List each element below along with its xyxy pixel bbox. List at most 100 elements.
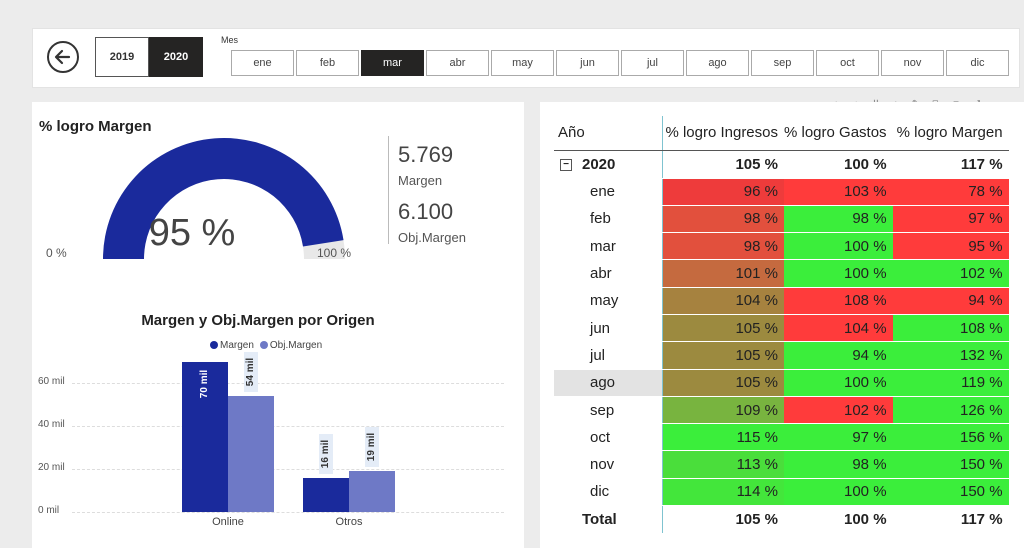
y-tick-label: 20 mil xyxy=(38,462,65,474)
back-arrow-icon[interactable] xyxy=(47,41,79,73)
bar-otros-obj-margen[interactable] xyxy=(349,471,395,512)
row-header-sep[interactable]: sep xyxy=(554,396,663,425)
row-header-jul[interactable]: jul xyxy=(554,341,663,370)
x-category-label: Online xyxy=(212,516,244,528)
year-value-cell: 105 % xyxy=(662,150,784,179)
value-cell: 114 % xyxy=(662,478,784,507)
value-cell: 103 % xyxy=(784,178,893,206)
row-header-mar[interactable]: mar xyxy=(554,232,663,261)
legend-item-obj-margen[interactable]: Obj.Margen xyxy=(259,340,323,351)
row-header-nov[interactable]: nov xyxy=(554,450,663,479)
bar-chart-title: Margen y Obj.Margen por Origen xyxy=(141,312,375,329)
gauge-chart xyxy=(103,138,345,259)
value-cell: 104 % xyxy=(784,314,893,343)
month-button-jul[interactable]: jul xyxy=(621,50,684,76)
value-cell: 102 % xyxy=(784,396,893,425)
matrix-month-row: sep 109 % 102 % 126 % xyxy=(554,396,1009,425)
month-button-jun[interactable]: jun xyxy=(556,50,619,76)
collapse-icon[interactable]: − xyxy=(560,158,572,171)
bar-data-label: 16 mil xyxy=(319,433,333,474)
legend-dot xyxy=(259,341,268,350)
row-header-oct[interactable]: oct xyxy=(554,423,663,452)
value-cell: 78 % xyxy=(892,178,1009,206)
matrix-month-row: abr 101 % 100 % 102 % xyxy=(554,259,1009,288)
legend-dot xyxy=(210,341,218,350)
month-button-feb[interactable]: feb xyxy=(296,50,359,76)
month-button-dic[interactable]: dic xyxy=(946,50,1009,76)
value-cell: 108 % xyxy=(784,287,893,315)
value-cell: 115 % xyxy=(662,423,784,452)
matrix-header-margen[interactable]: % logro Margen xyxy=(892,116,1009,151)
row-header-2020[interactable]: −2020 xyxy=(554,150,663,179)
year-button-2020[interactable]: 2020 xyxy=(149,37,203,77)
value-cell: 105 % xyxy=(662,369,784,397)
value-cell: 95 % xyxy=(892,232,1009,261)
kpi-margen-value: 5.769 xyxy=(398,142,454,167)
logro-matrix: Año % logro Ingresos % logro Gastos % lo… xyxy=(554,116,1009,535)
kpi-divider xyxy=(388,136,389,244)
row-header-jun[interactable]: jun xyxy=(554,314,663,343)
value-cell: 109 % xyxy=(662,396,784,425)
month-button-ene[interactable]: ene xyxy=(231,50,294,76)
month-button-nov[interactable]: nov xyxy=(881,50,944,76)
x-category-label: Otros xyxy=(335,516,363,528)
month-button-oct[interactable]: oct xyxy=(816,50,879,76)
bar-otros-margen[interactable] xyxy=(303,477,349,512)
row-header-abr[interactable]: abr xyxy=(554,259,663,288)
value-cell: 132 % xyxy=(892,341,1009,370)
value-cell: 94 % xyxy=(784,341,893,370)
matrix-month-row: feb 98 % 98 % 97 % xyxy=(554,205,1009,234)
row-header-dic[interactable]: dic xyxy=(554,478,663,507)
month-button-mar[interactable]: mar xyxy=(361,50,424,76)
gridline xyxy=(72,383,504,385)
y-tick-label: 60 mil xyxy=(38,376,65,388)
legend-label: Obj.Margen xyxy=(269,340,323,351)
matrix-month-row: dic 114 % 100 % 150 % xyxy=(554,478,1009,507)
gauge-value: 95 % xyxy=(148,212,236,254)
kpi-margen-label: Margen xyxy=(398,173,443,188)
month-button-ago[interactable]: ago xyxy=(686,50,749,76)
bar-online-obj-margen[interactable] xyxy=(228,396,274,512)
matrix-header-row: Año % logro Ingresos % logro Gastos % lo… xyxy=(554,116,1009,151)
value-cell: 150 % xyxy=(892,478,1009,507)
month-button-may[interactable]: may xyxy=(491,50,554,76)
value-cell: 113 % xyxy=(662,450,784,479)
matrix-total-row: Total 105 % 100 % 117 % xyxy=(554,505,1009,535)
value-cell: 156 % xyxy=(892,423,1009,452)
matrix-month-row: may 104 % 108 % 94 % xyxy=(554,287,1009,315)
value-cell: 98 % xyxy=(662,232,784,261)
matrix-month-row: jul 105 % 94 % 132 % xyxy=(554,341,1009,370)
value-cell: 108 % xyxy=(892,314,1009,343)
matrix-month-row: nov 113 % 98 % 150 % xyxy=(554,450,1009,479)
matrix-header-gastos[interactable]: % logro Gastos xyxy=(784,116,893,151)
month-button-abr[interactable]: abr xyxy=(426,50,489,76)
matrix-month-row: oct 115 % 97 % 156 % xyxy=(554,423,1009,452)
matrix-header-ingresos[interactable]: % logro Ingresos xyxy=(662,116,784,151)
gridline xyxy=(72,512,504,513)
year-label: 2020 xyxy=(582,155,616,173)
row-header-ene[interactable]: ene xyxy=(554,178,663,206)
month-button-sep[interactable]: sep xyxy=(751,50,814,76)
gauge-fill xyxy=(103,138,344,259)
row-header-ago[interactable]: ago xyxy=(554,369,663,397)
bar-data-label: 54 mil xyxy=(244,352,258,393)
kpi-obj-value: 6.100 xyxy=(398,199,454,224)
value-cell: 101 % xyxy=(662,259,784,288)
filter-bar: 2019 2020 Mes ene feb mar abr may jun jul ago se… xyxy=(32,28,1020,88)
row-header-feb[interactable]: feb xyxy=(554,205,663,234)
row-header-may[interactable]: may xyxy=(554,287,663,315)
value-cell: 126 % xyxy=(892,396,1009,425)
bar-chart-legend: Margen Obj.Margen xyxy=(210,340,322,351)
matrix-month-row: mar 98 % 100 % 95 % xyxy=(554,232,1009,261)
bar-data-label: 19 mil xyxy=(365,427,379,468)
value-cell: 102 % xyxy=(892,259,1009,288)
matrix-month-row: jun 105 % 104 % 108 % xyxy=(554,314,1009,343)
year-button-2019[interactable]: 2019 xyxy=(95,37,149,77)
legend-item-margen[interactable]: Margen xyxy=(210,340,254,351)
matrix-header-ano[interactable]: Año xyxy=(554,116,663,151)
value-cell: 105 % xyxy=(662,341,784,370)
value-cell: 96 % xyxy=(662,178,784,206)
bar-data-label: 70 mil xyxy=(198,364,212,404)
matrix-month-row: ago 105 % 100 % 119 % xyxy=(554,369,1009,397)
month-slicer: ene feb mar abr may jun jul ago sep oct nov dic xyxy=(231,50,1009,76)
